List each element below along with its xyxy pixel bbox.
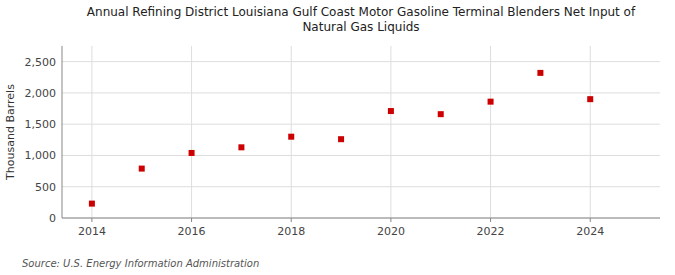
chart: Annual Refining District Louisiana Gulf … bbox=[0, 0, 675, 275]
y-grid-line bbox=[62, 92, 660, 93]
x-grid-line bbox=[590, 46, 591, 218]
point bbox=[288, 134, 294, 140]
point bbox=[438, 111, 444, 117]
x-tick-label: 2018 bbox=[277, 225, 305, 238]
x-grid-line bbox=[291, 46, 292, 218]
grid bbox=[62, 46, 660, 218]
x-tick-label: 2016 bbox=[178, 225, 206, 238]
source: Source: U.S. Energy Information Administ… bbox=[22, 258, 259, 269]
y-grid-line bbox=[62, 61, 660, 62]
y-axis-label: Thousand Barrels bbox=[4, 84, 17, 181]
y-tick-label: 500 bbox=[35, 181, 56, 194]
point bbox=[338, 136, 344, 142]
x-tick bbox=[490, 218, 491, 222]
point bbox=[238, 144, 244, 150]
y-grid-line bbox=[62, 186, 660, 187]
x-tick-label: 2020 bbox=[377, 225, 405, 238]
point bbox=[189, 150, 195, 156]
y-grid-line bbox=[62, 124, 660, 125]
x-grid-line bbox=[490, 46, 491, 218]
x-axis bbox=[62, 218, 660, 219]
x-tick-label: 2014 bbox=[78, 225, 106, 238]
x-tick-label: 2024 bbox=[576, 225, 604, 238]
title: Annual Refining District Louisiana Gulf … bbox=[87, 5, 636, 34]
x-tick bbox=[390, 218, 391, 222]
x-tick bbox=[291, 218, 292, 222]
x-grid-line bbox=[390, 46, 391, 218]
point bbox=[388, 108, 394, 114]
y-tick-label: 1,500 bbox=[25, 118, 57, 131]
x-tick bbox=[590, 218, 591, 222]
point bbox=[587, 96, 593, 102]
point bbox=[139, 166, 145, 172]
title-line: Annual Refining District Louisiana Gulf … bbox=[87, 5, 636, 19]
title-line: Natural Gas Liquids bbox=[302, 20, 419, 34]
y-grid-line bbox=[62, 155, 660, 156]
y-tick-label: 0 bbox=[49, 212, 56, 225]
x-tick-label: 2022 bbox=[477, 225, 505, 238]
x-grid-line bbox=[191, 46, 192, 218]
point bbox=[89, 201, 95, 207]
point bbox=[537, 70, 543, 76]
y-tick-label: 2,000 bbox=[25, 87, 57, 100]
x-tick bbox=[191, 218, 192, 222]
x-tick bbox=[91, 218, 92, 222]
y-tick-label: 1,000 bbox=[25, 149, 57, 162]
x-grid-line bbox=[91, 46, 92, 218]
y-tick-label: 2,500 bbox=[25, 56, 57, 69]
y-axis bbox=[62, 46, 63, 218]
y-grid-line bbox=[62, 218, 660, 219]
points bbox=[89, 70, 593, 207]
point bbox=[488, 99, 494, 105]
